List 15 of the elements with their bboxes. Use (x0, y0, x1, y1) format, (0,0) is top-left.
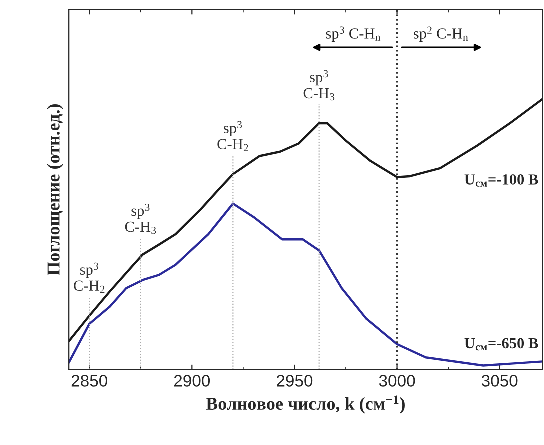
x-tick-label: 3000 (379, 375, 416, 387)
series-label: U$_{см}$=-100 В (464, 174, 538, 187)
x-tick-label: 2900 (174, 375, 210, 387)
ref-line-label: sp$^{3}$ C-H$_{3}$ (304, 70, 335, 101)
x-axis-title: Волновое число, k (см$^{−1}$) (206, 396, 405, 414)
x-tick-label: 2850 (72, 375, 108, 387)
text: sp$^{3}$ C-H$_{n}$ (326, 26, 381, 42)
y-axis-title: Поглощение (отн.ед.) (47, 104, 64, 276)
ref-line-label: sp$^{3}$ C-H$_{2}$ (218, 121, 248, 152)
text: sp$^{2}$ C-H$_{n}$ (414, 26, 468, 42)
x-tick-label: 3050 (482, 375, 518, 387)
x-tick-label: 2950 (277, 375, 313, 387)
ref-line-label: sp$^{3}$ C-H$_{2}$ (74, 262, 105, 294)
ref-line-label: sp$^{3}$ C-H$_{3}$ (125, 204, 156, 234)
series-label: U$_{см}$=-650 В (464, 338, 538, 351)
